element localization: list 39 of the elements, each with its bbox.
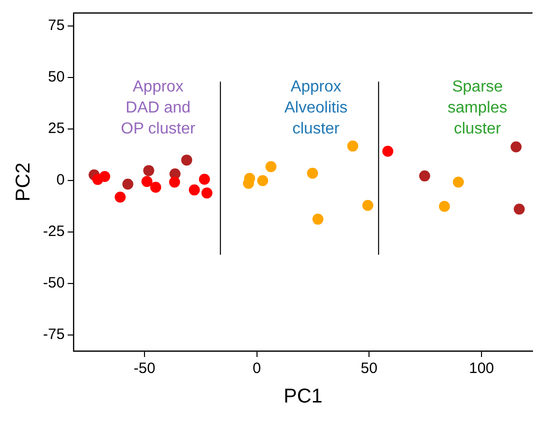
point [257, 175, 268, 186]
point [307, 168, 318, 179]
y-tick-label: -50 [42, 274, 65, 292]
y-axis-title: PC2 [12, 162, 35, 202]
y-tick-label: 0 [56, 172, 65, 189]
annotation: Approx DAD and OP cluster [120, 78, 196, 138]
point [198, 174, 210, 185]
point [419, 170, 430, 182]
point [382, 146, 394, 157]
point [452, 176, 464, 188]
y-tick-label: -25 [42, 223, 65, 240]
point [99, 171, 110, 182]
y-tick-label: 50 [48, 68, 65, 86]
y-tick-label: -75 [42, 326, 65, 344]
annotation: Approx Alveolitis cluster [284, 78, 348, 138]
point [312, 214, 324, 225]
y-tick-label: 75 [48, 17, 65, 34]
point [169, 176, 180, 188]
point [143, 165, 154, 176]
point [510, 141, 522, 152]
point [150, 182, 162, 193]
x-axis-title: PC1 [284, 386, 323, 408]
x-tick-label: 50 [360, 360, 378, 378]
x-tick-label: 100 [468, 360, 494, 378]
point [265, 161, 276, 172]
point [188, 184, 200, 196]
y-tick-label: 25 [48, 120, 65, 138]
point [181, 154, 192, 166]
point [438, 200, 450, 212]
x-tick-label: 0 [252, 360, 261, 378]
point [362, 200, 374, 211]
point [122, 178, 134, 190]
point [141, 176, 152, 187]
point [514, 204, 525, 215]
point [201, 188, 212, 199]
x-tick-label: -50 [134, 360, 156, 378]
point [347, 140, 358, 152]
annotation: Sparse samples cluster [448, 78, 508, 138]
point [114, 192, 126, 203]
